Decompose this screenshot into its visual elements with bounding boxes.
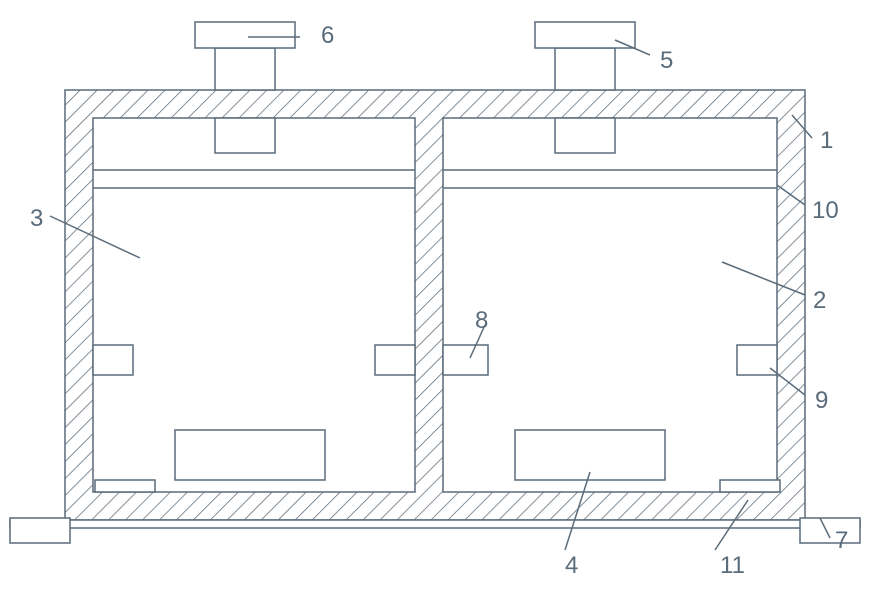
inner-notch-1 <box>720 480 780 492</box>
label-4: 4 <box>565 552 578 579</box>
inner-top-block-1 <box>555 118 615 153</box>
inner-top-block-0 <box>215 118 275 153</box>
side-block-3 <box>737 345 777 375</box>
top-cap-0 <box>195 22 295 48</box>
bottom-block-0 <box>175 430 325 480</box>
label-8: 8 <box>475 307 488 334</box>
inner-notch-0 <box>95 480 155 492</box>
label-7: 7 <box>835 527 848 554</box>
label-3: 3 <box>30 205 43 232</box>
base-foot-0 <box>10 518 70 543</box>
base-foot-1 <box>800 518 860 543</box>
side-block-2 <box>443 345 488 375</box>
label-6: 6 <box>321 22 334 49</box>
leader-3 <box>50 216 140 258</box>
side-block-0 <box>93 345 133 375</box>
label-10: 10 <box>812 197 839 224</box>
label-9: 9 <box>815 387 828 414</box>
technical-diagram: 6 5 1 10 3 2 8 9 4 7 11 <box>0 0 870 590</box>
label-2: 2 <box>813 287 826 314</box>
top-stem-0 <box>215 48 275 90</box>
top-cap-1 <box>535 22 635 48</box>
label-1: 1 <box>820 127 833 154</box>
top-stem-1 <box>555 48 615 90</box>
side-block-1 <box>375 345 415 375</box>
label-5: 5 <box>660 47 673 74</box>
label-11: 11 <box>720 552 745 579</box>
